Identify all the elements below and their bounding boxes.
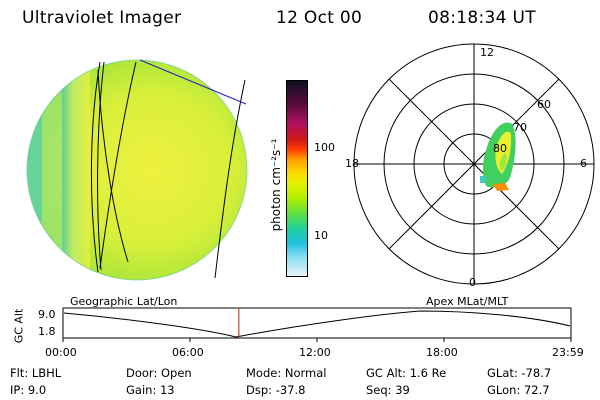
info-dsp: Dsp: -37.8 (246, 383, 305, 397)
strip-right-caption: Apex MLat/MLT (426, 295, 509, 308)
info-dsp-key: Dsp: (246, 383, 273, 397)
info-glon-value: 72.7 (523, 383, 550, 397)
observation-time: 08:18:34 UT (428, 8, 536, 28)
mlat-label-60: 60 (537, 98, 551, 111)
strip-x-tick-0600: 06:00 (172, 346, 204, 359)
info-gcalt-key: GC Alt: (366, 366, 407, 380)
mlt-label-18: 18 (345, 157, 359, 170)
info-ip: IP: 9.0 (10, 383, 46, 397)
mlt-label-12: 12 (480, 46, 494, 59)
strip-y-tick-high: 9.0 (38, 308, 56, 321)
info-ip-value: 9.0 (27, 383, 47, 397)
info-ip-key: IP: (10, 383, 25, 397)
info-gcalt: GC Alt: 1.6 Re (366, 366, 446, 380)
mlat-label-80: 80 (493, 142, 507, 155)
info-door-value: Open (160, 366, 192, 380)
info-mode: Mode: Normal (246, 366, 326, 380)
info-gcalt-value: 1.6 Re (409, 366, 447, 380)
instrument-title: Ultraviolet Imager (22, 8, 182, 28)
info-seq: Seq: 39 (366, 383, 410, 397)
info-gain: Gain: 13 (126, 383, 175, 397)
observation-date: 12 Oct 00 (276, 8, 363, 28)
info-glat-key: GLat: (487, 366, 518, 380)
info-flt-key: Flt: (10, 366, 29, 380)
info-dsp-value: -37.8 (275, 383, 306, 397)
colorbar-tick-100: 100 (314, 141, 335, 154)
info-gain-key: Gain: (126, 383, 157, 397)
mlt-label-6: 6 (580, 157, 587, 170)
info-flt-value: LBHL (31, 366, 62, 380)
colorbar (286, 80, 308, 277)
strip-left-caption: Geographic Lat/Lon (70, 295, 178, 308)
strip-x-tick-1200: 12:00 (299, 346, 331, 359)
info-mode-value: Normal (284, 366, 327, 380)
info-glon: GLon: 72.7 (487, 383, 550, 397)
strip-x-tick-1800: 18:00 (426, 346, 458, 359)
info-mode-key: Mode: (246, 366, 282, 380)
info-seq-key: Seq: (366, 383, 392, 397)
info-gain-value: 13 (159, 383, 175, 397)
info-door: Door: Open (126, 366, 192, 380)
strip-x-tick-2359: 23:59 (552, 346, 584, 359)
strip-x-tick-0000: 00:00 (45, 346, 77, 359)
strip-y-tick-low: 1.8 (38, 325, 56, 338)
mlt-label-0: 0 (469, 276, 476, 289)
colorbar-tick-10: 10 (314, 229, 328, 242)
info-door-key: Door: (126, 366, 158, 380)
info-flt: Flt: LBHL (10, 366, 61, 380)
info-glat: GLat: -78.7 (487, 366, 551, 380)
info-seq-value: 39 (395, 383, 410, 397)
mlat-label-70: 70 (513, 121, 527, 134)
info-glat-value: -78.7 (521, 366, 552, 380)
info-glon-key: GLon: (487, 383, 521, 397)
